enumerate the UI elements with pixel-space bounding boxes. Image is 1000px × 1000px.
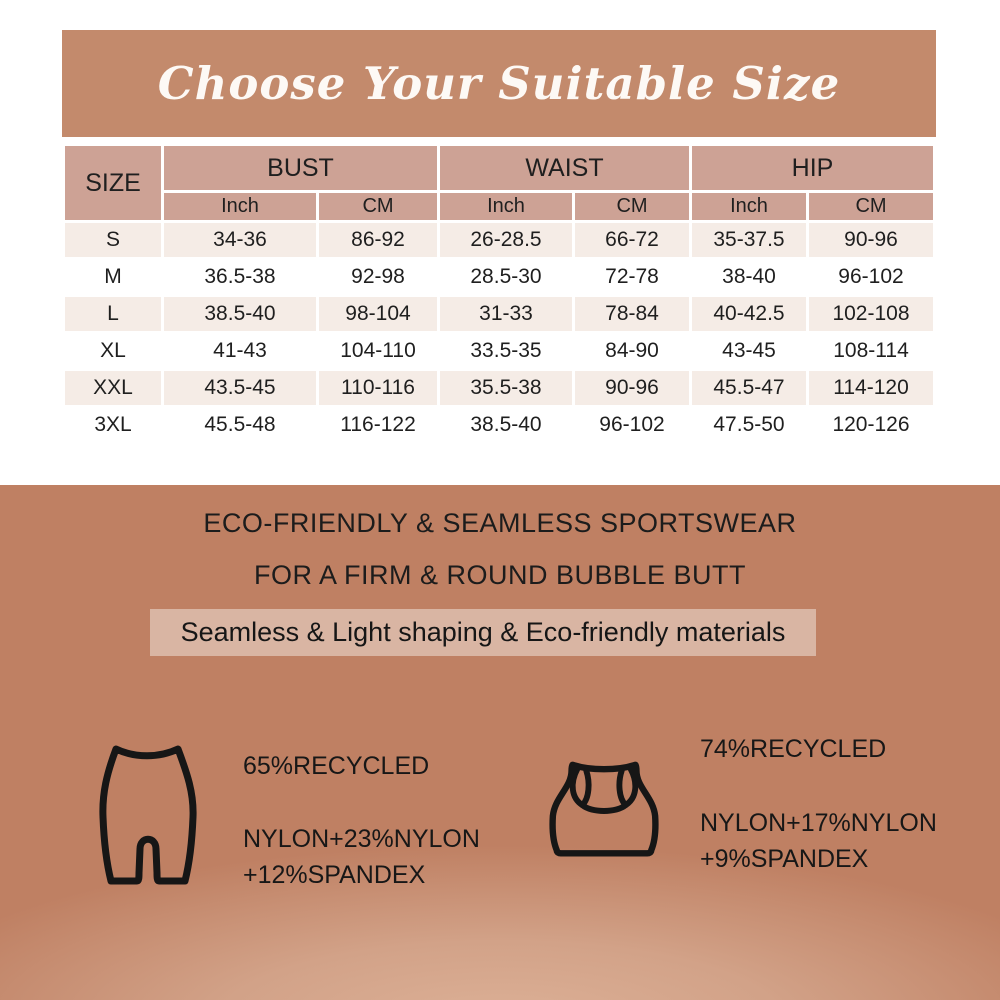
size-cell: 3XL: [65, 408, 161, 442]
table-group-header-row: SIZE BUST WAIST HIP: [65, 146, 933, 220]
feature-band: Seamless & Light shaping & Eco-friendly …: [150, 609, 816, 656]
bust-inch-cell: 38.5-40: [164, 297, 316, 331]
bust-cm-cell: 110-116: [319, 371, 437, 405]
waist-inch-cell: 26-28.5: [440, 223, 572, 257]
waist-cm-cell: 72-78: [575, 260, 689, 294]
size-cell: M: [65, 260, 161, 294]
column-header-bust: BUST: [164, 146, 437, 190]
hip-inch-cell: 40-42.5: [692, 297, 806, 331]
bust-inch-cell: 41-43: [164, 334, 316, 368]
bust-cm-cell: 116-122: [319, 408, 437, 442]
table-row-3xl: 3XL 45.5-48 116-122 38.5-40 96-102 47.5-…: [65, 408, 933, 442]
table-row-xxl: XXL 43.5-45 110-116 35.5-38 90-96 45.5-4…: [65, 371, 933, 405]
unit-header-bust-cm: CM: [319, 193, 437, 220]
bust-cm-cell: 86-92: [319, 223, 437, 257]
column-header-size: SIZE: [65, 146, 161, 220]
bra-material-line2: NYLON+17%NYLON: [700, 809, 937, 837]
hip-cm-cell: 120-126: [809, 408, 933, 442]
column-header-waist: WAIST: [440, 146, 689, 190]
page-title: Choose Your Suitable Size: [157, 57, 841, 110]
unit-header-hip-cm: CM: [809, 193, 933, 220]
waist-cm-cell: 90-96: [575, 371, 689, 405]
hip-cm-cell: 114-120: [809, 371, 933, 405]
shorts-outline-icon: [95, 733, 199, 891]
promo-section: ECO-FRIENDLY & SEAMLESS SPORTSWEAR FOR A…: [0, 485, 1000, 1000]
bust-inch-cell: 43.5-45: [164, 371, 316, 405]
size-cell: S: [65, 223, 161, 257]
unit-header-hip-inch: Inch: [692, 193, 806, 220]
shorts-material-line3: +12%SPANDEX: [243, 861, 426, 889]
table-row-s: S 34-36 86-92 26-28.5 66-72 35-37.5 90-9…: [65, 223, 933, 257]
promo-headline-line1: ECO-FRIENDLY & SEAMLESS SPORTSWEAR: [203, 508, 797, 538]
size-cell: XXL: [65, 371, 161, 405]
shorts-material-line2: NYLON+23%NYLON: [243, 825, 480, 853]
title-banner: Choose Your Suitable Size: [62, 30, 936, 137]
bra-material-line3: +9%SPANDEX: [700, 845, 869, 873]
promo-headline-line2: FOR A FIRM & ROUND BUBBLE BUTT: [253, 560, 747, 590]
column-header-hip: HIP: [692, 146, 933, 190]
hip-cm-cell: 96-102: [809, 260, 933, 294]
bust-cm-cell: 104-110: [319, 334, 437, 368]
table-row-l: L 38.5-40 98-104 31-33 78-84 40-42.5 102…: [65, 297, 933, 331]
waist-inch-cell: 35.5-38: [440, 371, 572, 405]
unit-header-bust-inch: Inch: [164, 193, 316, 220]
unit-header-waist-cm: CM: [575, 193, 689, 220]
unit-header-waist-inch: Inch: [440, 193, 572, 220]
waist-cm-cell: 66-72: [575, 223, 689, 257]
table-row-xl: XL 41-43 104-110 33.5-35 84-90 43-45 108…: [65, 334, 933, 368]
waist-inch-cell: 28.5-30: [440, 260, 572, 294]
hip-inch-cell: 38-40: [692, 260, 806, 294]
bust-inch-cell: 45.5-48: [164, 408, 316, 442]
bust-cm-cell: 92-98: [319, 260, 437, 294]
waist-cm-cell: 96-102: [575, 408, 689, 442]
bust-inch-cell: 36.5-38: [164, 260, 316, 294]
table-unit-header-row: Inch CM Inch CM Inch CM: [65, 193, 933, 220]
sports-bra-outline-icon: [545, 755, 663, 867]
waist-inch-cell: 33.5-35: [440, 334, 572, 368]
bra-material-line1: 74%RECYCLED: [700, 735, 887, 763]
size-cell: XL: [65, 334, 161, 368]
size-cell: L: [65, 297, 161, 331]
waist-cm-cell: 84-90: [575, 334, 689, 368]
hip-cm-cell: 108-114: [809, 334, 933, 368]
bust-inch-cell: 34-36: [164, 223, 316, 257]
bust-cm-cell: 98-104: [319, 297, 437, 331]
hip-inch-cell: 35-37.5: [692, 223, 806, 257]
waist-inch-cell: 31-33: [440, 297, 572, 331]
hip-cm-cell: 102-108: [809, 297, 933, 331]
hip-cm-cell: 90-96: [809, 223, 933, 257]
table-row-m: M 36.5-38 92-98 28.5-30 72-78 38-40 96-1…: [65, 260, 933, 294]
hip-inch-cell: 45.5-47: [692, 371, 806, 405]
hip-inch-cell: 47.5-50: [692, 408, 806, 442]
waist-inch-cell: 38.5-40: [440, 408, 572, 442]
hip-inch-cell: 43-45: [692, 334, 806, 368]
waist-cm-cell: 78-84: [575, 297, 689, 331]
size-table: SIZE BUST WAIST HIP Inch CM Inch CM Inch…: [62, 143, 936, 445]
feature-band-text: Seamless & Light shaping & Eco-friendly …: [180, 617, 786, 647]
shorts-material-line1: 65%RECYCLED: [243, 752, 430, 780]
